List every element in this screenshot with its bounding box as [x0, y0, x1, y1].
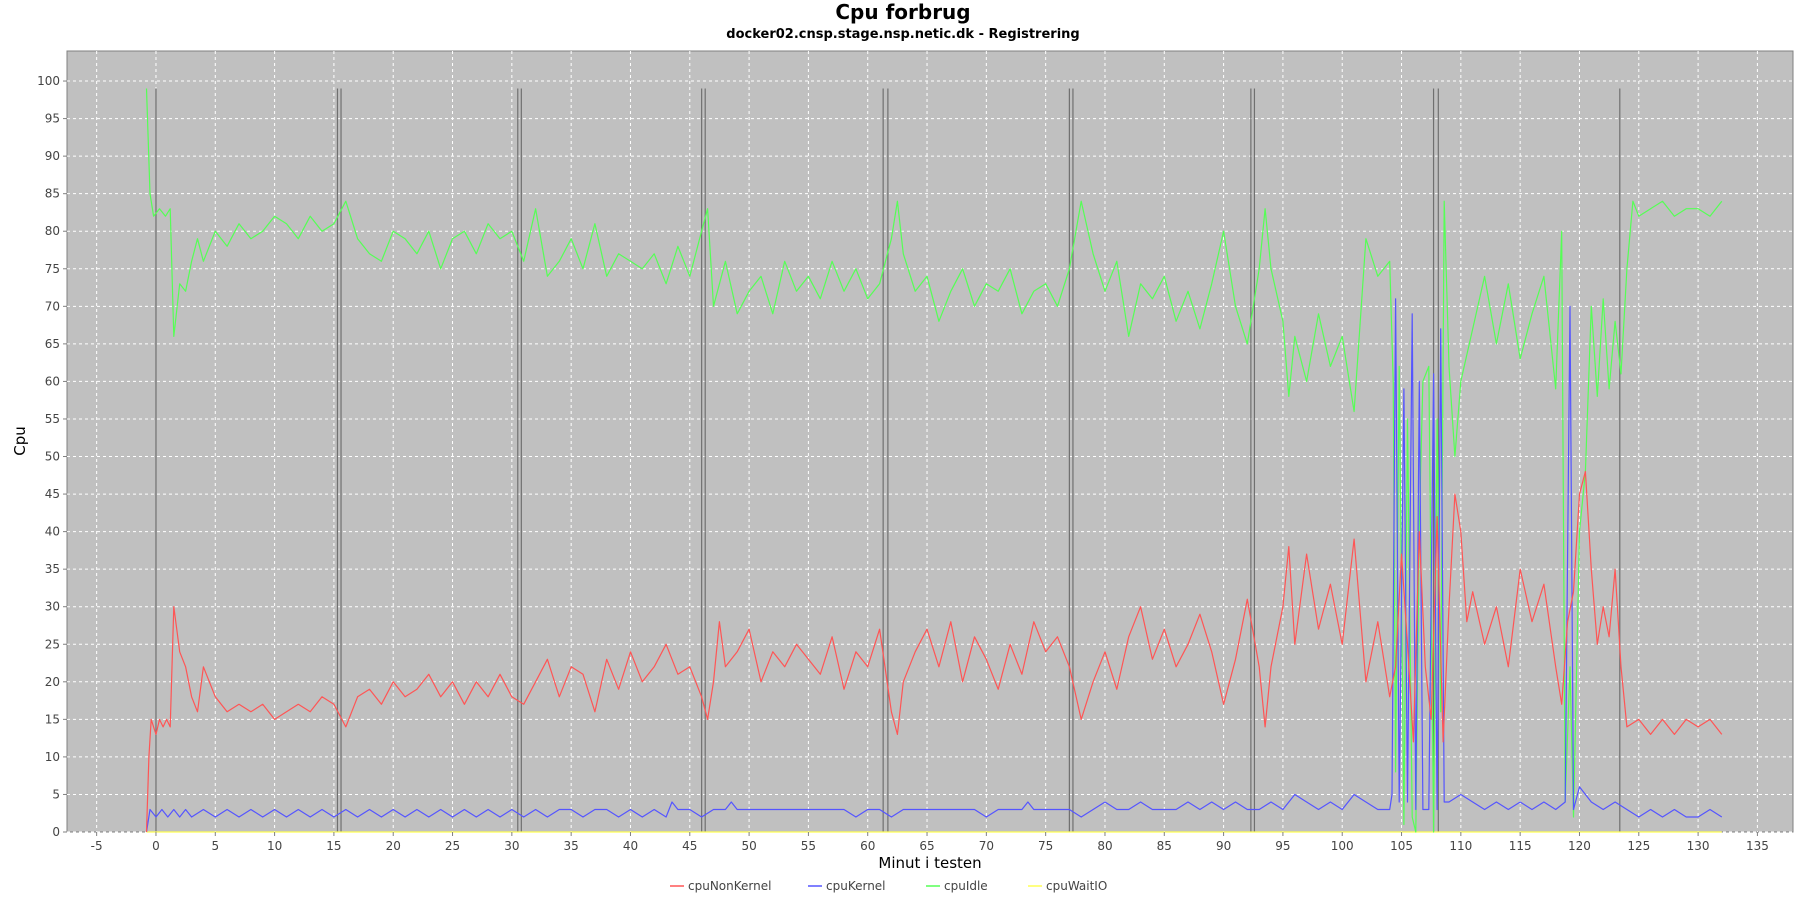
x-tick-label: 130	[1687, 839, 1710, 853]
x-tick-label: 25	[445, 839, 460, 853]
y-tick-label: 20	[45, 675, 60, 689]
y-tick-label: 0	[52, 825, 60, 839]
y-tick-label: 5	[52, 787, 60, 801]
x-tick-label: 70	[979, 839, 994, 853]
x-tick-label: 5	[211, 839, 219, 853]
x-tick-label: 115	[1509, 839, 1532, 853]
x-tick-label: 10	[267, 839, 282, 853]
x-tick-label: -5	[91, 839, 103, 853]
y-tick-label: 70	[45, 299, 60, 313]
x-tick-label: 85	[1157, 839, 1172, 853]
grid-lines	[67, 51, 1793, 833]
x-tick-label: 100	[1331, 839, 1354, 853]
x-tick-label: 15	[326, 839, 341, 853]
x-tick-label: 65	[919, 839, 934, 853]
y-tick-label: 10	[45, 750, 60, 764]
x-tick-label: 35	[564, 839, 579, 853]
x-tick-label: 60	[860, 839, 875, 853]
series-lines	[145, 88, 1723, 833]
plot-area	[66, 50, 1794, 833]
x-tick-label: 90	[1216, 839, 1231, 853]
y-tick-label: 65	[45, 337, 60, 351]
y-tick-label: 100	[37, 74, 60, 88]
y-tick-label: 85	[45, 187, 60, 201]
y-tick-label: 45	[45, 487, 60, 501]
y-tick-label: 95	[45, 112, 60, 126]
x-tick-label: 55	[801, 839, 816, 853]
y-tick-label: 60	[45, 374, 60, 388]
y-tick-label: 75	[45, 262, 60, 276]
x-tick-label: 105	[1390, 839, 1413, 853]
legend-label: cpuIdle	[944, 879, 988, 893]
y-tick-label: 30	[45, 600, 60, 614]
legend-label: cpuWaitIO	[1046, 879, 1107, 893]
y-axis-label: Cpu	[11, 426, 29, 456]
legend-label: cpuNonKernel	[688, 879, 771, 893]
x-tick-label: 20	[386, 839, 401, 853]
series-line-cpuNonKernel	[145, 470, 1723, 833]
x-axis: -5 0 5 10 15 20 25 30 35 40 45 50 55 60 65 70 75 80 85 90 95…	[91, 832, 1769, 853]
series-line-cpuKernel	[145, 298, 1723, 833]
y-axis: 0 5 10 15 20 25 30 35 40 45 50 55 60 65 70 75 80 85 90 95 10…	[37, 74, 67, 839]
series-line-cpuIdle	[145, 88, 1723, 833]
x-tick-label: 0	[152, 839, 160, 853]
y-tick-label: 55	[45, 412, 60, 426]
legend-label: cpuKernel	[826, 879, 886, 893]
x-tick-label: 135	[1746, 839, 1769, 853]
y-tick-label: 50	[45, 450, 60, 464]
y-tick-label: 35	[45, 562, 60, 576]
y-tick-label: 40	[45, 525, 60, 539]
chart-title: Cpu forbrug	[835, 0, 970, 24]
legend: cpuNonKernel cpuKernel cpuIdle cpuWaitIO	[670, 879, 1107, 893]
y-tick-label: 15	[45, 712, 60, 726]
x-tick-label: 110	[1449, 839, 1472, 853]
x-tick-label: 125	[1627, 839, 1650, 853]
x-tick-label: 50	[741, 839, 756, 853]
x-tick-label: 95	[1275, 839, 1290, 853]
x-tick-label: 75	[1038, 839, 1053, 853]
y-tick-label: 80	[45, 224, 60, 238]
x-tick-label: 120	[1568, 839, 1591, 853]
x-axis-label: Minut i testen	[878, 854, 981, 872]
x-tick-label: 30	[504, 839, 519, 853]
x-tick-label: 80	[1097, 839, 1112, 853]
y-tick-label: 90	[45, 149, 60, 163]
x-tick-label: 40	[623, 839, 638, 853]
chart-subtitle: docker02.cnsp.stage.nsp.netic.dk - Regis…	[726, 27, 1079, 42]
x-tick-label: 45	[682, 839, 697, 853]
y-tick-label: 25	[45, 637, 60, 651]
